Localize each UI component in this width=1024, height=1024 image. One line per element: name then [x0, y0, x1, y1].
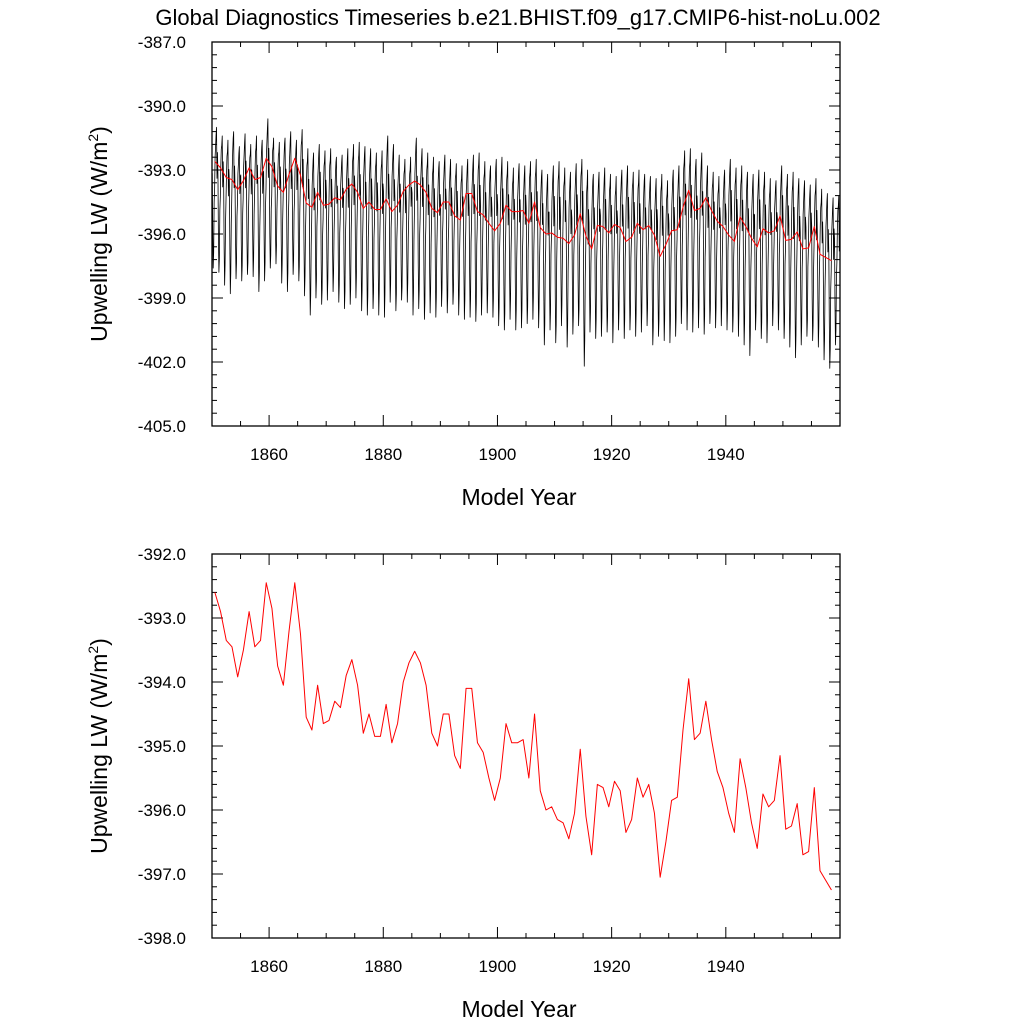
- bottom-x-tick-label: 1880: [364, 957, 402, 976]
- chart-title: Global Diagnostics Timeseries b.e21.BHIS…: [155, 5, 880, 30]
- bottom-y-axis-title: Upwelling LW (W/m2): [85, 638, 112, 854]
- bottom-tick-labels: 1860 1880 1900 1920 1940 -392.0 -393.0 -394.0 -3…: [138, 545, 745, 976]
- top-y-tick-label: -390.0: [138, 97, 186, 116]
- top-y-tick-label: -393.0: [138, 161, 186, 180]
- top-x-tick-label: 1920: [593, 445, 631, 464]
- top-y-axis-title: Upwelling LW (W/m2): [85, 126, 112, 342]
- top-x-axis-title: Model Year: [461, 484, 576, 510]
- top-y-tick-label: -405.0: [138, 417, 186, 436]
- bottom-y-tick-label: -396.0: [138, 801, 186, 820]
- top-x-tick-label: 1940: [707, 445, 745, 464]
- top-x-tick-label: 1900: [479, 445, 517, 464]
- bottom-y-tick-label: -395.0: [138, 737, 186, 756]
- bottom-y-axis-title-sup: 2: [85, 646, 101, 654]
- bottom-ticks: [212, 553, 840, 939]
- bottom-y-tick-label: -398.0: [138, 929, 186, 948]
- bottom-y-tick-label: -393.0: [138, 609, 186, 628]
- top-ticks: [212, 41, 840, 427]
- bottom-y-tick-label: -397.0: [138, 865, 186, 884]
- bottom-x-tick-label: 1900: [479, 957, 517, 976]
- monthly-series-line: [211, 118, 840, 369]
- top-y-tick-label: -399.0: [138, 289, 186, 308]
- top-y-axis-title-sup: 2: [85, 134, 101, 142]
- top-panel: 1860 1880 1900 1920 1940 -387.0 -390.0 -393.0 -3…: [85, 33, 841, 510]
- top-x-tick-label: 1880: [364, 445, 402, 464]
- bottom-y-tick-label: -392.0: [138, 545, 186, 564]
- bottom-y-tick-label: -394.0: [138, 673, 186, 692]
- bottom-x-tick-label: 1940: [707, 957, 745, 976]
- bottom-x-tick-label: 1860: [250, 957, 288, 976]
- top-y-axis-title-main: Upwelling LW (W/m: [86, 142, 112, 342]
- bottom-y-axis-title-main: Upwelling LW (W/m: [86, 654, 112, 854]
- bottom-panel: 1860 1880 1900 1920 1940 -392.0 -393.0 -394.0 -3…: [85, 545, 841, 1022]
- bottom-x-tick-label: 1920: [593, 957, 631, 976]
- bottom-plot-frame: [211, 553, 841, 939]
- top-y-tick-label: -402.0: [138, 353, 186, 372]
- bottom-annual-mean-line: [214, 582, 832, 891]
- top-tick-labels: 1860 1880 1900 1920 1940 -387.0 -390.0 -393.0 -3…: [138, 33, 745, 464]
- top-y-axis-title-end: ): [86, 126, 112, 134]
- top-y-tick-label: -396.0: [138, 225, 186, 244]
- top-y-tick-label: -387.0: [138, 33, 186, 52]
- bottom-data-marks: [214, 582, 832, 891]
- bottom-y-axis-title-end: ): [86, 638, 112, 646]
- top-x-tick-label: 1860: [250, 445, 288, 464]
- bottom-x-axis-title: Model Year: [461, 996, 576, 1022]
- top-annual-mean-line: [214, 157, 832, 262]
- top-data-marks: [211, 118, 840, 369]
